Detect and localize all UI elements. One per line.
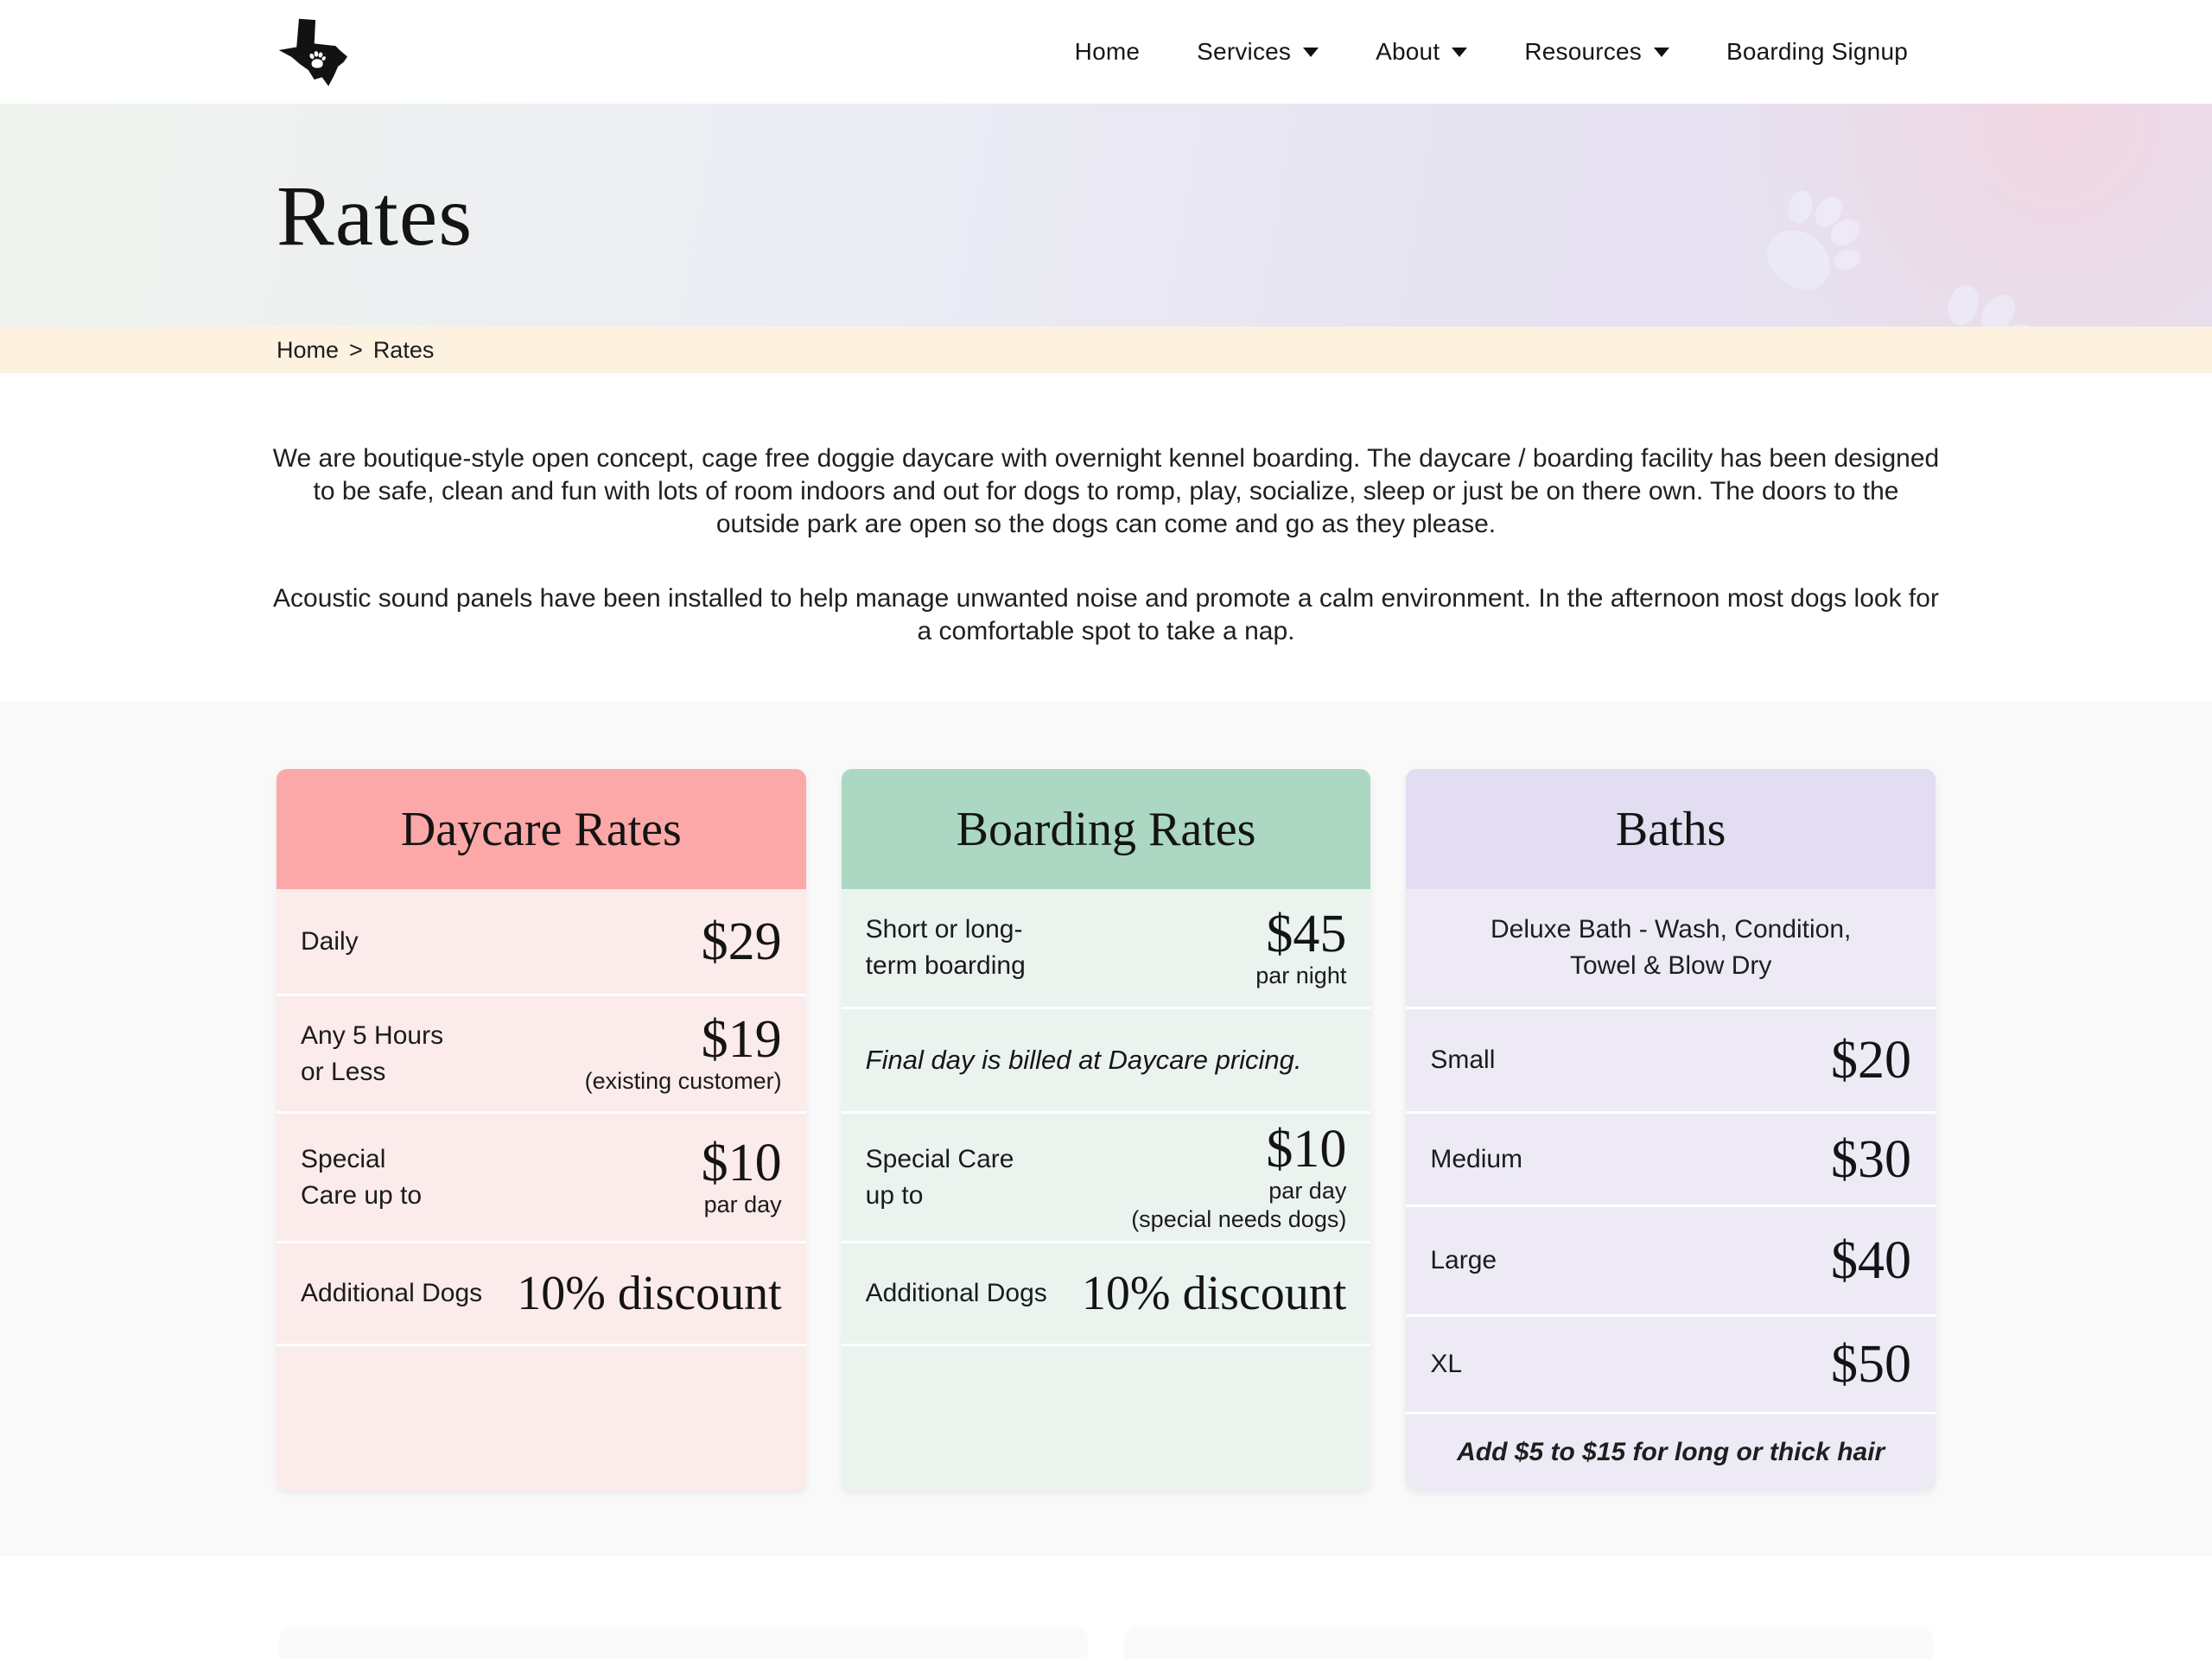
rate-price-note: par night	[1255, 962, 1347, 988]
note-row: Final day is billed at Daycare pricing.	[841, 1007, 1371, 1111]
breadcrumb: Home > Rates	[0, 327, 2212, 373]
intro-paragraph-1: We are boutique-style open concept, cage…	[272, 444, 1940, 538]
nav-item-label: Services	[1197, 38, 1292, 65]
breadcrumb-separator: >	[349, 336, 363, 363]
nav-menu: Home Services About Resources Boarding S…	[1075, 38, 1908, 66]
nav-item-resources[interactable]: Resources	[1524, 38, 1669, 66]
card-title: Daycare Rates	[276, 769, 806, 889]
baths-card: Baths Deluxe Bath - Wash, Condition, Tow…	[1406, 769, 1936, 1491]
rate-price: $20	[1831, 1031, 1912, 1090]
rate-price: $10	[1266, 1119, 1347, 1179]
rate-row: Daily $29	[276, 889, 806, 994]
rate-price: $19	[701, 1010, 782, 1069]
empty-row	[841, 1344, 1371, 1491]
footnote-row: Add $5 to $15 for long or thick hair	[1406, 1412, 1936, 1491]
rate-label: Small	[1430, 1046, 1496, 1074]
chevron-down-icon	[1303, 47, 1319, 57]
nav-item-services[interactable]: Services	[1197, 38, 1319, 66]
nav-item-about[interactable]: About	[1376, 38, 1468, 66]
rate-price: 10% discount	[517, 1267, 782, 1320]
nav-item-boarding-signup[interactable]: Boarding Signup	[1726, 38, 1908, 66]
rate-label: Any 5 Hours or Less	[301, 1020, 444, 1086]
texas-paw-logo-icon[interactable]	[276, 16, 347, 87]
rate-label: Additional Dogs	[865, 1279, 1047, 1307]
nav-item-label: Home	[1074, 38, 1141, 65]
card-title: Boarding Rates	[841, 769, 1371, 889]
hero-banner: Rates	[0, 104, 2212, 327]
nav-item-label: Resources	[1524, 38, 1642, 65]
partial-card	[280, 1627, 1087, 1659]
rate-label: Special Care up to	[865, 1144, 1014, 1210]
rate-price: $50	[1831, 1335, 1912, 1394]
rate-price-note: (special needs dogs)	[1131, 1205, 1347, 1232]
rate-row: Any 5 Hours or Less $19 (existing custom…	[276, 994, 806, 1111]
rate-price: $10	[701, 1134, 782, 1192]
rate-price: $45	[1266, 904, 1347, 963]
rate-price-note: par day	[1268, 1177, 1347, 1204]
chevron-down-icon	[1653, 47, 1669, 57]
rate-row: Additional Dogs 10% discount	[276, 1241, 806, 1344]
rate-row: Special Care up to $10 par day	[276, 1111, 806, 1241]
description-row: Deluxe Bath - Wash, Condition, Towel & B…	[1406, 889, 1936, 1007]
paw-print-watermark-icon	[1732, 165, 1891, 322]
rate-cards: Daycare Rates Daily $29 Any 5 Hours or L…	[276, 769, 1936, 1491]
rate-label: Medium	[1430, 1144, 1523, 1173]
rate-label: Special Care up to	[301, 1144, 423, 1210]
rate-price-note: (existing customer)	[584, 1068, 782, 1094]
billing-note: Final day is billed at Daycare pricing.	[865, 1045, 1302, 1075]
daycare-rates-card: Daycare Rates Daily $29 Any 5 Hours or L…	[276, 769, 806, 1491]
rate-label: Short or long- term boarding	[865, 915, 1026, 980]
rate-label: Large	[1430, 1246, 1497, 1274]
nav-item-home[interactable]: Home	[1075, 38, 1141, 66]
rate-row: Large $40	[1406, 1205, 1936, 1314]
rate-price-note: par day	[703, 1192, 782, 1217]
intro-paragraph-2: Acoustic sound panels have been installe…	[273, 584, 1939, 645]
rate-price: $30	[1831, 1129, 1912, 1189]
rate-row: Additional Dogs 10% discount	[841, 1241, 1371, 1344]
paw-print-watermark-icon	[1875, 254, 2072, 327]
top-nav-bar: Home Services About Resources Boarding S…	[0, 0, 2212, 104]
breadcrumb-home-link[interactable]: Home	[276, 336, 340, 363]
rate-price: $29	[701, 912, 782, 971]
empty-row	[276, 1344, 806, 1491]
rate-row: Short or long- term boarding $45 par nig…	[841, 889, 1371, 1007]
rate-row: Small $20	[1406, 1007, 1936, 1111]
rates-section: Daycare Rates Daily $29 Any 5 Hours or L…	[0, 702, 2212, 1556]
rate-row: Special Care up to $10 par day (special …	[841, 1111, 1371, 1241]
partial-card	[1125, 1627, 1932, 1659]
breadcrumb-current: Rates	[372, 336, 435, 363]
nav-item-label: Boarding Signup	[1726, 38, 1908, 65]
chevron-down-icon	[1452, 47, 1468, 57]
rate-label: Daily	[301, 926, 359, 956]
rate-price: 10% discount	[1081, 1267, 1347, 1320]
bath-description: Deluxe Bath - Wash, Condition, Towel & B…	[1490, 915, 1852, 980]
rate-row: Medium $30	[1406, 1111, 1936, 1205]
nav-item-label: About	[1376, 38, 1440, 65]
card-title: Baths	[1406, 769, 1936, 889]
boarding-rates-card: Boarding Rates Short or long- term board…	[841, 769, 1371, 1491]
rate-price: $40	[1831, 1231, 1912, 1290]
rate-row: XL $50	[1406, 1314, 1936, 1412]
page-title: Rates	[276, 167, 474, 264]
intro-section: We are boutique-style open concept, cage…	[0, 373, 2212, 702]
next-section-preview	[0, 1556, 2212, 1659]
rate-label: Additional Dogs	[301, 1279, 483, 1307]
hair-surcharge-note: Add $5 to $15 for long or thick hair	[1457, 1438, 1885, 1466]
rate-label: XL	[1430, 1350, 1463, 1378]
